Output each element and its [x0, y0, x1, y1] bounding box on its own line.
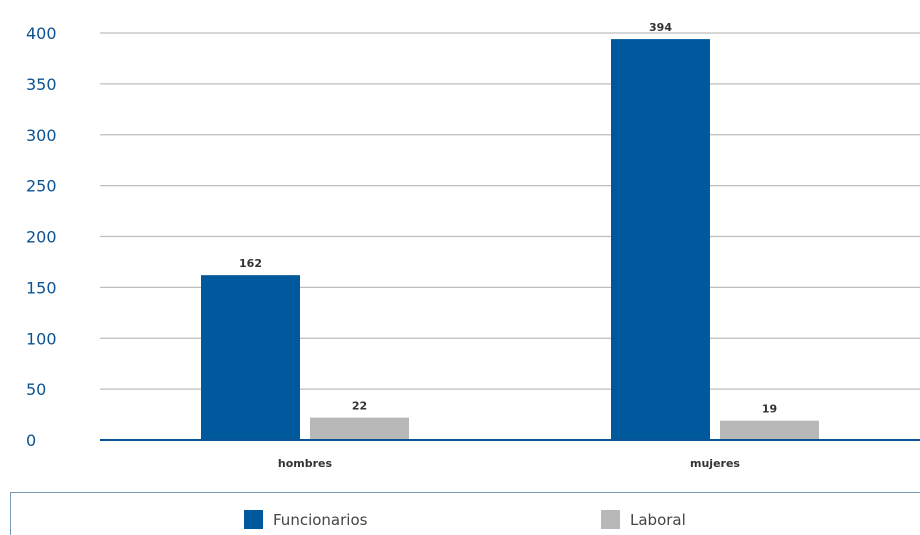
legend: Funcionarios Laboral [10, 492, 920, 535]
legend-swatch-funcionarios [244, 510, 263, 529]
bar-laboral-hombres [310, 418, 409, 440]
bar-chart: 0 50 100 150 200 250 300 350 400 162 22 394 19 homb… [0, 0, 920, 490]
y-tick-label: 0 [26, 431, 36, 450]
bars [201, 39, 819, 440]
bar-funcionarios-hombres [201, 275, 300, 440]
y-tick-label: 200 [26, 228, 57, 247]
y-tick-label: 250 [26, 177, 57, 196]
x-tick-label: mujeres [690, 457, 740, 470]
legend-item-funcionarios: Funcionarios [244, 510, 367, 529]
y-tick-label: 150 [26, 278, 57, 297]
x-axis-ticks: hombres mujeres [278, 457, 741, 470]
y-axis-ticks: 0 50 100 150 200 250 300 350 400 [26, 24, 57, 450]
data-label: 162 [239, 257, 262, 270]
data-label: 394 [649, 21, 672, 34]
y-tick-label: 50 [26, 380, 46, 399]
x-tick-label: hombres [278, 457, 333, 470]
legend-item-laboral: Laboral [601, 510, 686, 529]
legend-label-funcionarios: Funcionarios [273, 511, 367, 529]
legend-label-laboral: Laboral [630, 511, 686, 529]
y-tick-label: 400 [26, 24, 57, 43]
bar-laboral-mujeres [720, 421, 819, 440]
y-tick-label: 350 [26, 75, 57, 94]
bar-funcionarios-mujeres [611, 39, 710, 440]
data-label: 19 [762, 403, 777, 416]
legend-swatch-laboral [601, 510, 620, 529]
data-label: 22 [352, 400, 367, 413]
y-tick-label: 300 [26, 126, 57, 145]
y-tick-label: 100 [26, 329, 57, 348]
